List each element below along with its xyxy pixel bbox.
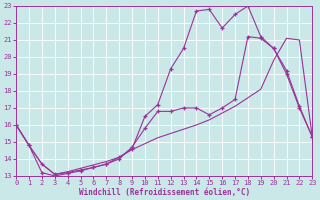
X-axis label: Windchill (Refroidissement éolien,°C): Windchill (Refroidissement éolien,°C)	[79, 188, 250, 197]
